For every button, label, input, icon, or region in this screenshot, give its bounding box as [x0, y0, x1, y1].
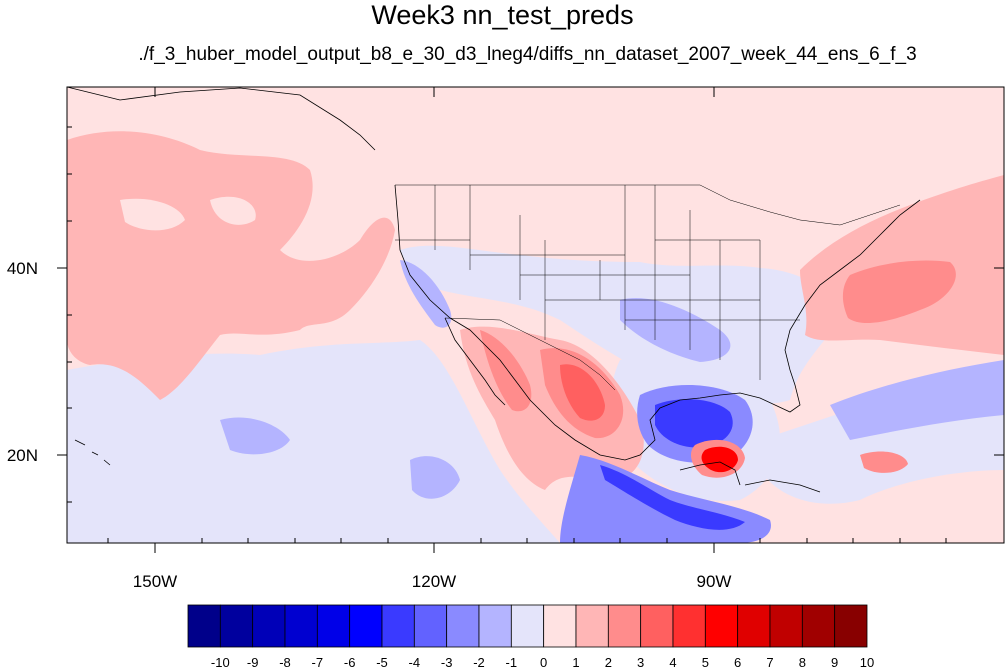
colorbar-swatch [349, 604, 383, 648]
colorbar-label: 1 [572, 655, 579, 670]
colorbar-swatch [252, 604, 286, 648]
contour-pink-pacific [67, 131, 395, 401]
contour-blue-east-band [830, 360, 1004, 440]
colorbar-label: -1 [506, 655, 518, 670]
colorbar-label: 4 [669, 655, 676, 670]
contour-red-atlantic [842, 260, 956, 324]
coast-cuba [744, 479, 821, 493]
colorbar-label: -7 [312, 655, 324, 670]
contour-blue-pacific-1 [220, 417, 290, 455]
colorbar-label: 7 [766, 655, 773, 670]
coast-baja [444, 317, 506, 406]
coast-hawaii [74, 439, 111, 466]
colorbar-label: -8 [279, 655, 291, 670]
lat-label-40n: 40N [7, 259, 38, 278]
colorbar-label: 9 [831, 655, 838, 670]
contour-white-hole-1 [120, 198, 185, 231]
contour-deep-blue-caribbean [600, 465, 745, 530]
border-us-mexico [444, 317, 616, 391]
colorbar: -10 -9 -8 -7 -6 -5 -4 -3 -2 -1 0 1 2 3 4 5 6 7 8 9 10 [187, 604, 874, 670]
colorbar-swatch [834, 604, 868, 648]
colorbar-label: -5 [376, 655, 388, 670]
lat-label-20n: 20N [7, 446, 38, 465]
contour-light-blue-us [400, 245, 845, 404]
colorbar-label: -3 [441, 655, 453, 670]
borders-horizontal [395, 239, 800, 321]
coast-alaska-bc [67, 87, 376, 151]
colorbar-label: 3 [637, 655, 644, 670]
colorbar-swatch [478, 604, 512, 648]
colorbar-label: -2 [473, 655, 485, 670]
contour-blue-gulfcoast [620, 298, 731, 362]
colorbar-label: 10 [860, 655, 874, 670]
colorbar-swatch [575, 604, 609, 648]
colorbar-label: 8 [799, 655, 806, 670]
colorbar-swatch [737, 604, 771, 648]
border-us-canada [395, 184, 901, 226]
colorbar-label: 6 [734, 655, 741, 670]
colorbar-swatch [510, 604, 545, 648]
map-title: Week3 nn_test_preds [371, 0, 634, 30]
contour-strong-mexico [560, 364, 605, 421]
colorbar-swatch [543, 604, 577, 648]
colorbar-swatch [446, 604, 480, 648]
colorbar-label: -6 [344, 655, 356, 670]
colorbar-swatch [607, 604, 642, 648]
colorbar-swatch [381, 604, 415, 648]
colorbar-label: 0 [540, 655, 547, 670]
coast-us-west [394, 184, 921, 461]
colorbar-swatch [219, 604, 254, 648]
colorbar-swatch [284, 604, 318, 648]
colorbar-label: 5 [702, 655, 709, 670]
coastlines [67, 87, 921, 493]
contour-blue-california [400, 260, 452, 328]
contour-red-east-spot [860, 451, 908, 473]
map-subtitle: ./f_3_huber_model_output_b8_e_30_d3_lneg… [138, 44, 917, 65]
colorbar-swatch [187, 604, 221, 648]
lon-label-90w: 90W [697, 572, 732, 591]
colorbar-label: 2 [605, 655, 612, 670]
contour-gulf-low-inner [655, 399, 733, 448]
coast-yucatan [679, 461, 741, 486]
colorbar-swatch [801, 604, 836, 648]
colorbar-swatch [413, 604, 448, 648]
colorbar-swatch [640, 604, 674, 648]
colorbar-swatch [704, 604, 739, 648]
axis-ticks [57, 87, 1004, 553]
contour-field [67, 87, 1004, 543]
colorbar-swatch [316, 604, 351, 648]
contour-red-mexico-2 [480, 330, 532, 412]
contour-blue-pacific-2 [410, 456, 460, 499]
lon-label-150w: 150W [133, 572, 177, 591]
colorbar-swatch [672, 604, 706, 648]
colorbar-label: -10 [211, 655, 230, 670]
colorbar-label: -9 [247, 655, 259, 670]
colorbar-swatch [769, 604, 803, 648]
contour-red-spot-inner [701, 446, 738, 473]
lon-label-120w: 120W [412, 572, 456, 591]
colorbar-label: -4 [409, 655, 421, 670]
state-borders [395, 184, 901, 391]
contour-white-hole-2 [210, 196, 256, 225]
